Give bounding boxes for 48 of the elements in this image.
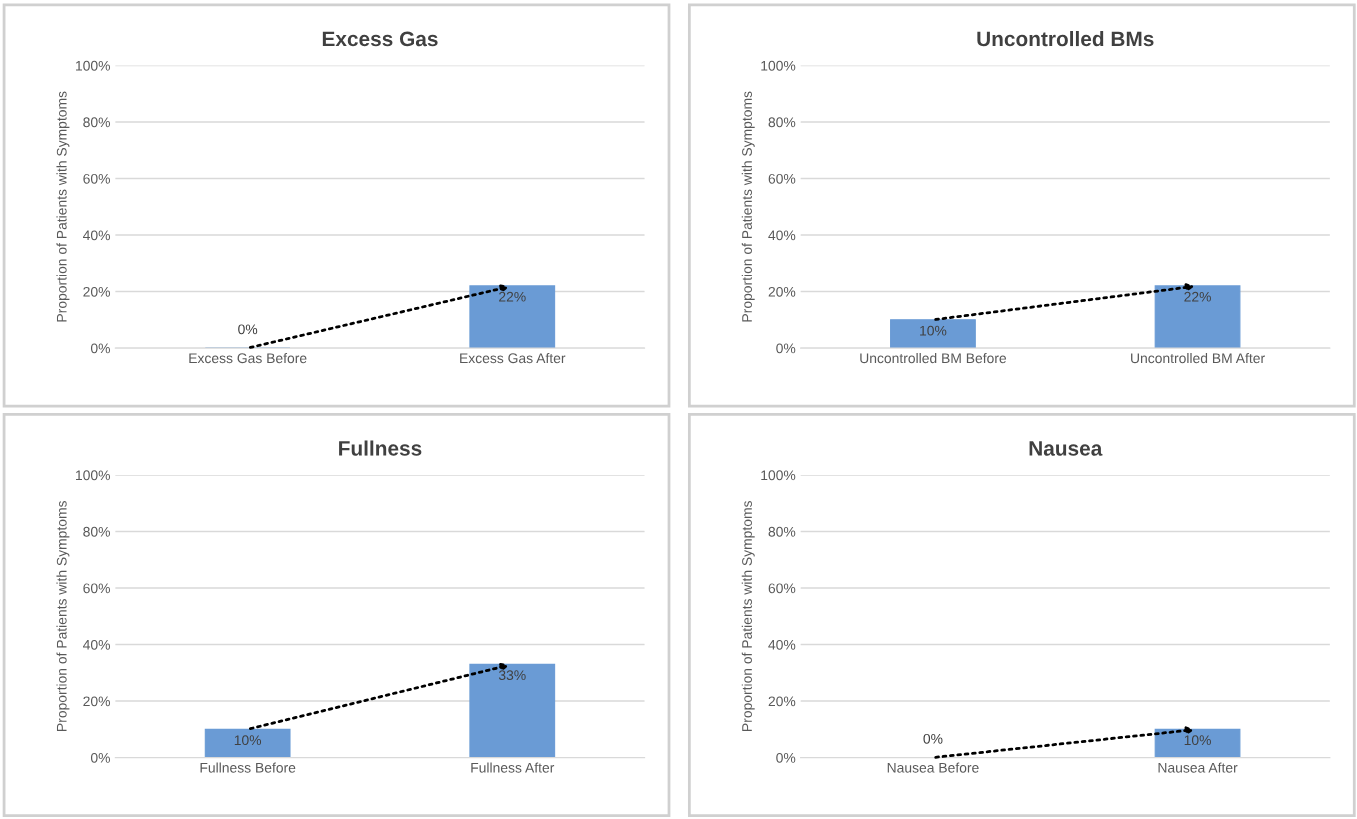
data-label: 10% <box>234 735 262 746</box>
chart-title: Uncontrolled BMs <box>977 30 1154 47</box>
y-tick-label: 80% <box>768 526 796 537</box>
y-tick-label: 100% <box>761 470 796 481</box>
y-tick-label: 40% <box>768 230 796 241</box>
x-tick-label: Nausea After <box>1158 762 1238 773</box>
y-axis-title: Proportion of Patients with Symptoms <box>56 91 70 322</box>
y-tick-label: 80% <box>768 117 796 128</box>
x-tick-label: Fullness Before <box>200 762 296 773</box>
data-label: 22% <box>499 291 526 302</box>
data-label: 10% <box>1184 735 1211 746</box>
data-label: 22% <box>1184 291 1211 302</box>
y-tick-label: 40% <box>768 639 796 650</box>
data-label: 10% <box>920 325 947 336</box>
x-tick-label: Uncontrolled BM Before <box>860 352 1007 364</box>
y-tick-label: 0% <box>90 752 110 763</box>
y-tick-label: 60% <box>768 173 796 184</box>
y-tick-label: 40% <box>83 639 110 650</box>
y-tick-label: 40% <box>83 230 110 241</box>
y-tick-label: 20% <box>83 286 110 297</box>
y-tick-label: 80% <box>83 526 110 537</box>
data-label: 0% <box>238 324 258 335</box>
data-label: 0% <box>923 733 943 744</box>
x-tick-label: Uncontrolled BM After <box>1131 352 1265 364</box>
y-tick-label: 80% <box>83 117 110 128</box>
y-axis-title: Proportion of Patients with Symptoms <box>741 91 755 322</box>
y-tick-label: 100% <box>76 470 110 481</box>
x-tick-label: Excess Gas After <box>460 352 566 364</box>
y-tick-label: 0% <box>90 343 110 354</box>
y-tick-label: 20% <box>768 286 796 297</box>
x-tick-label: Fullness After <box>471 762 555 773</box>
y-tick-label: 100% <box>761 60 796 71</box>
data-label: 33% <box>498 670 526 681</box>
x-tick-label: Nausea Before <box>887 762 979 773</box>
y-tick-label: 20% <box>83 696 110 707</box>
y-tick-label: 60% <box>768 583 796 594</box>
x-tick-label: Excess Gas Before <box>189 352 307 364</box>
y-tick-label: 0% <box>776 343 796 354</box>
y-tick-label: 20% <box>768 696 796 707</box>
chart-title: Excess Gas <box>322 31 438 47</box>
chart-title: Fullness <box>339 440 422 456</box>
y-axis-title: Proportion of Patients with Symptoms <box>56 501 70 731</box>
y-tick-label: 0% <box>776 752 796 763</box>
y-tick-label: 60% <box>83 583 110 594</box>
chart-title: Nausea <box>1029 441 1103 456</box>
y-tick-label: 60% <box>83 173 110 184</box>
y-axis-title: Proportion of Patients with Symptoms <box>741 501 755 731</box>
y-tick-label: 100% <box>76 60 110 71</box>
